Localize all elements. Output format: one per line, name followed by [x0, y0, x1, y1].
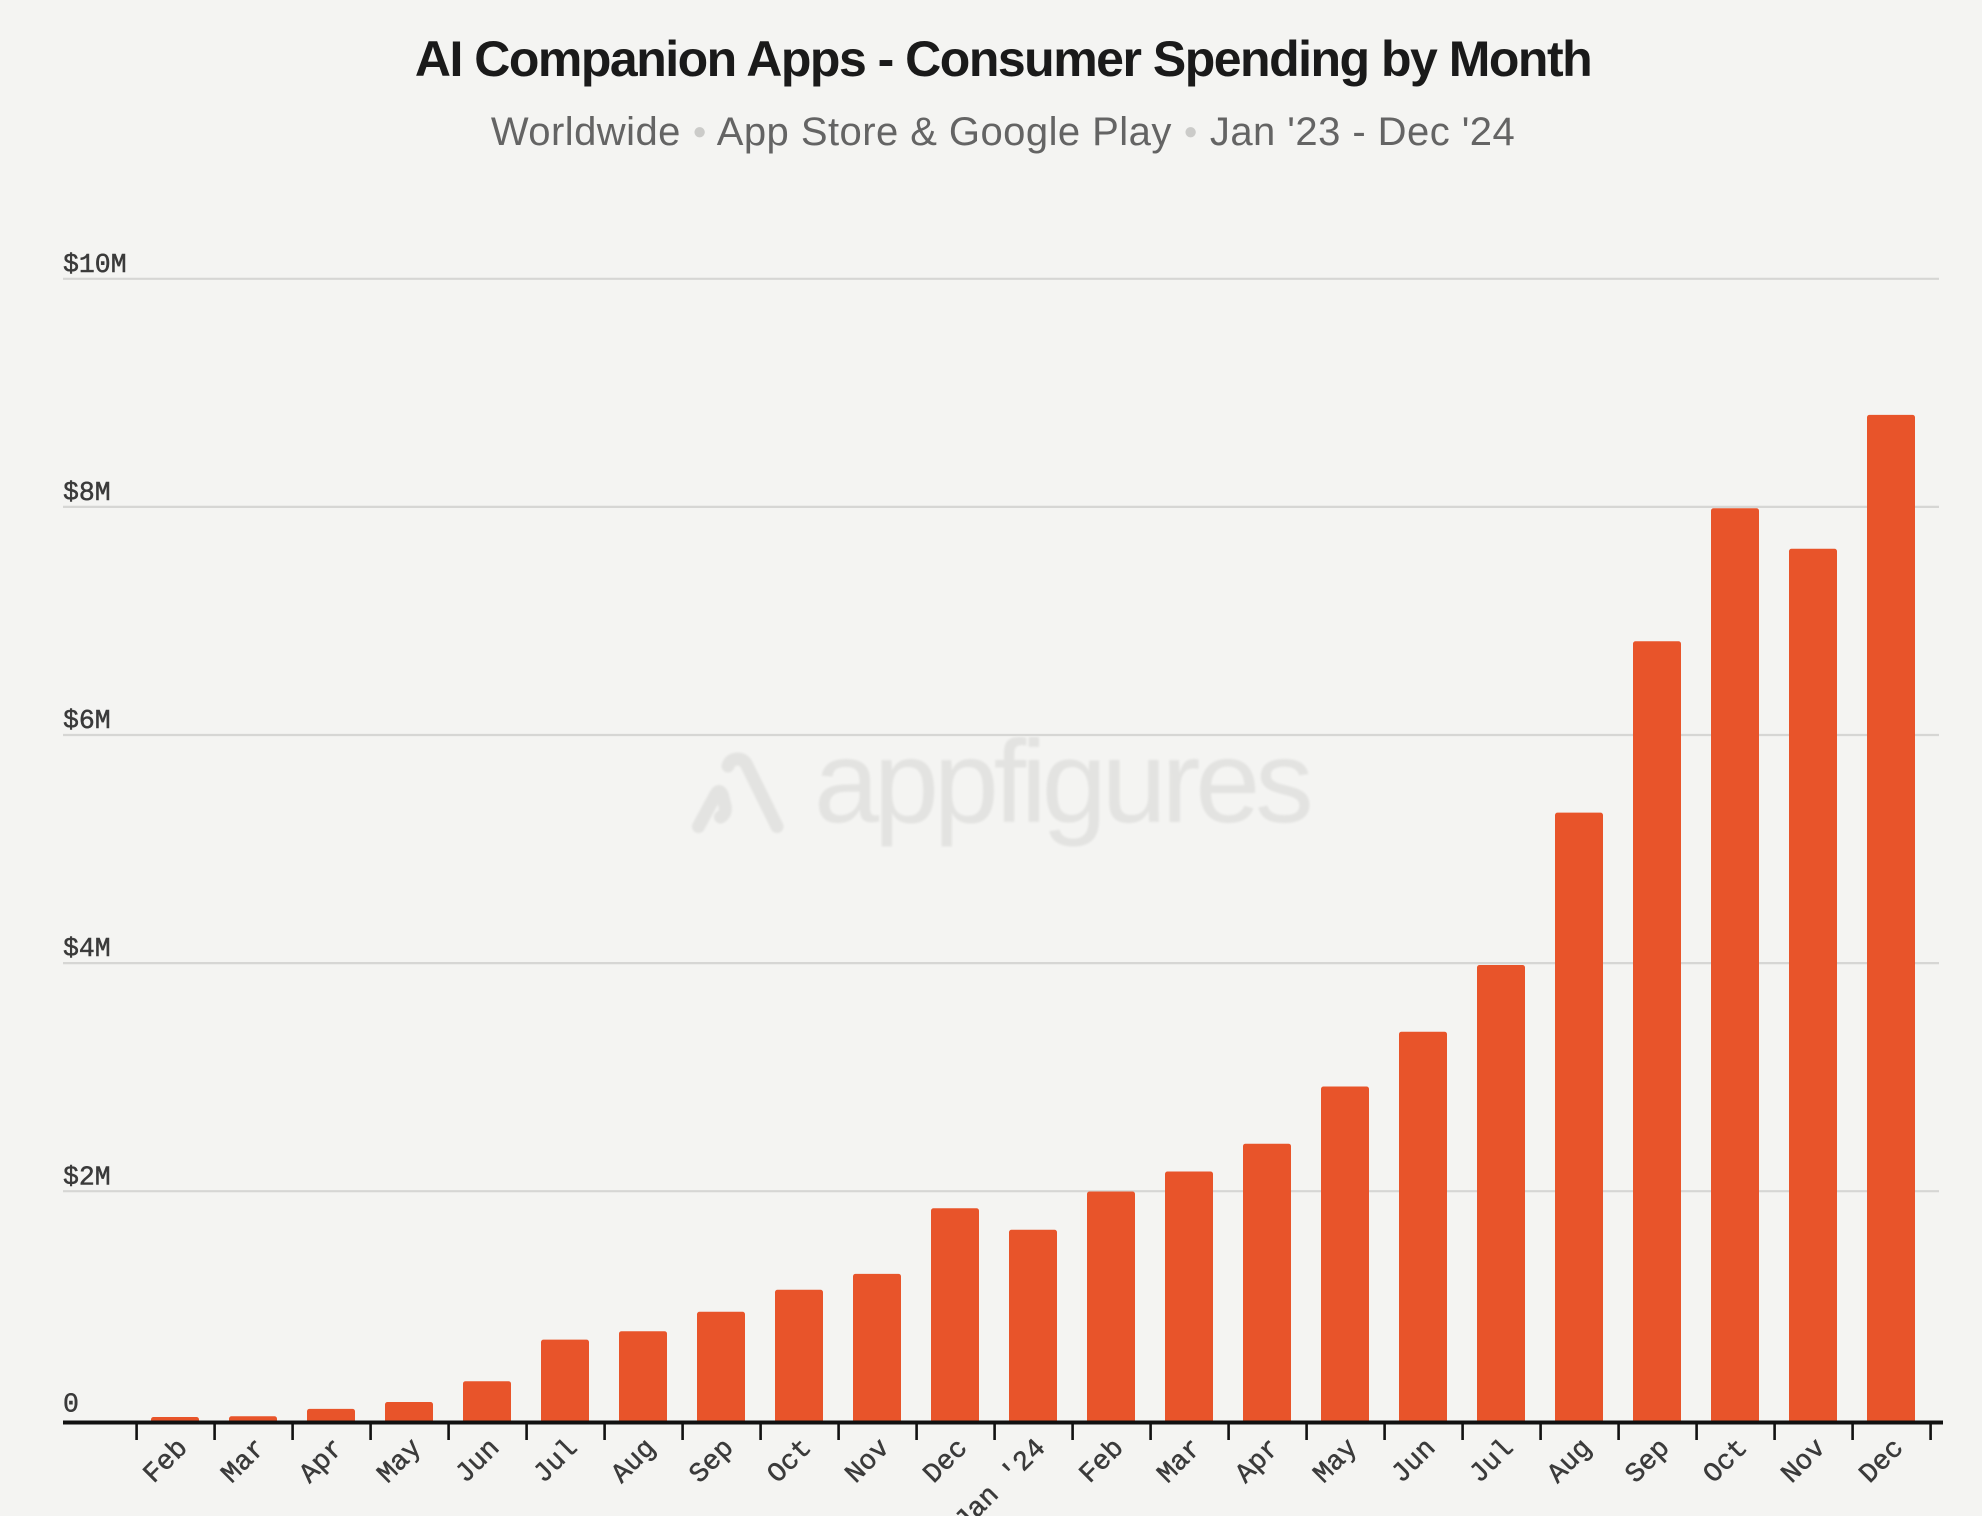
svg-text:May: May: [372, 1433, 429, 1490]
svg-text:Jun: Jun: [1386, 1433, 1443, 1490]
svg-text:$2M: $2M: [63, 1163, 111, 1193]
svg-text:Mar: Mar: [1152, 1433, 1209, 1490]
svg-text:Oct: Oct: [1698, 1433, 1755, 1490]
svg-text:Apr: Apr: [294, 1433, 351, 1490]
svg-text:Dec: Dec: [1854, 1433, 1911, 1490]
svg-text:$10M: $10M: [63, 250, 127, 280]
svg-text:Aug: Aug: [1542, 1433, 1599, 1490]
svg-text:Oct: Oct: [762, 1433, 819, 1490]
svg-text:appfigures: appfigures: [814, 716, 1310, 847]
svg-text:Jul: Jul: [528, 1433, 585, 1490]
svg-text:Jun: Jun: [450, 1433, 507, 1490]
svg-text:Sep: Sep: [1620, 1433, 1677, 1490]
svg-text:$8M: $8M: [63, 478, 111, 508]
svg-text:Nov: Nov: [1776, 1433, 1833, 1490]
svg-text:Dec: Dec: [918, 1433, 975, 1490]
svg-text:Sep: Sep: [684, 1433, 741, 1490]
svg-text:Jul: Jul: [1464, 1433, 1521, 1490]
svg-text:Feb: Feb: [138, 1433, 195, 1490]
svg-text:Feb: Feb: [1074, 1433, 1131, 1490]
svg-text:Nov: Nov: [840, 1433, 897, 1490]
svg-text:Aug: Aug: [606, 1433, 663, 1490]
svg-text:$6M: $6M: [63, 706, 111, 736]
svg-text:Mar: Mar: [216, 1433, 273, 1490]
svg-text:$4M: $4M: [63, 934, 111, 964]
svg-text:0: 0: [63, 1390, 79, 1420]
svg-text:May: May: [1308, 1433, 1365, 1490]
svg-text:Apr: Apr: [1230, 1433, 1287, 1490]
